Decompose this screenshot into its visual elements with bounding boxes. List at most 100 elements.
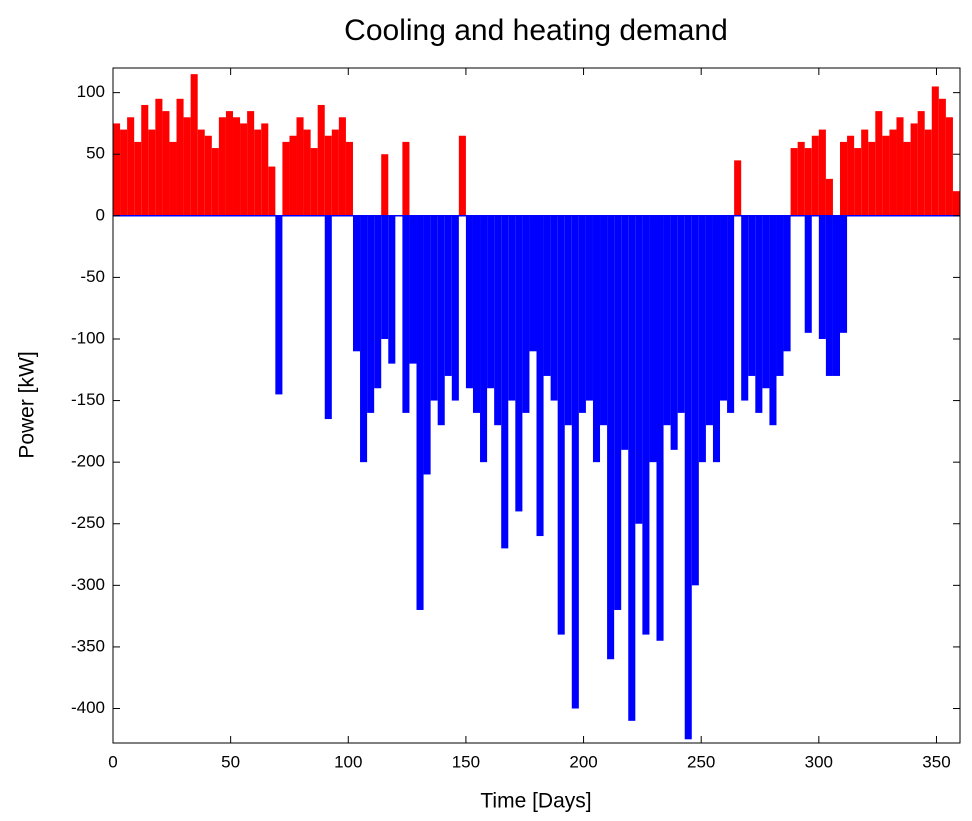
bar: [607, 215, 615, 660]
bar: [727, 215, 735, 413]
bar: [945, 117, 953, 216]
bar: [169, 141, 177, 216]
bar: [331, 129, 339, 216]
bar: [218, 117, 226, 216]
bar: [204, 135, 212, 216]
bar: [790, 148, 798, 216]
bar: [211, 148, 219, 216]
bar: [494, 215, 502, 426]
bar: [585, 215, 593, 401]
bar: [649, 215, 657, 463]
bar: [183, 117, 191, 216]
bar: [451, 215, 459, 401]
bar: [430, 215, 438, 401]
bar: [684, 215, 692, 740]
x-tick-label: 250: [687, 752, 715, 771]
bar: [705, 215, 713, 426]
bar: [832, 215, 841, 376]
bar: [741, 215, 749, 401]
bar: [861, 129, 869, 216]
bar: [388, 215, 396, 364]
bar: [225, 111, 233, 216]
bar: [148, 129, 156, 216]
bar: [374, 215, 382, 389]
x-tick-label: 100: [334, 752, 362, 771]
y-tick-label: -100: [71, 328, 105, 347]
bar: [317, 104, 325, 216]
bar: [515, 215, 523, 512]
bar: [296, 117, 304, 216]
bar: [818, 215, 826, 339]
bar: [917, 111, 925, 216]
bar: [924, 129, 932, 216]
bar: [360, 215, 368, 463]
bar: [120, 129, 128, 216]
bar: [571, 215, 579, 709]
bar: [444, 215, 452, 376]
bar: [762, 215, 770, 389]
bar: [134, 141, 142, 216]
bar: [592, 215, 601, 463]
bar: [529, 215, 537, 352]
bar: [628, 215, 636, 721]
bar: [882, 135, 890, 216]
x-tick-label: 150: [452, 752, 480, 771]
bar: [818, 129, 826, 216]
bar: [324, 135, 332, 216]
bar: [734, 160, 742, 216]
plot-frame: [112, 67, 961, 744]
x-tick-label: 300: [805, 752, 833, 771]
bar: [240, 123, 248, 216]
y-tick-label: -150: [71, 390, 105, 409]
bar: [402, 215, 410, 413]
bar: [903, 141, 911, 216]
bar: [938, 98, 946, 216]
bar: [367, 215, 375, 413]
bar: [720, 215, 728, 401]
bar: [797, 141, 805, 216]
y-axis-label: Power [kW]: [16, 351, 39, 458]
bar: [501, 215, 509, 549]
bar: [614, 215, 622, 610]
bar: [232, 117, 241, 216]
bar: [635, 215, 643, 524]
bar: [578, 215, 586, 413]
bar: [487, 215, 495, 389]
bar: [670, 215, 678, 450]
bar: [480, 215, 488, 463]
bar: [691, 215, 699, 586]
bar: [381, 154, 389, 216]
bar: [522, 215, 530, 413]
x-tick-label: 350: [922, 752, 950, 771]
bar: [437, 215, 445, 426]
bar: [868, 141, 876, 216]
bar: [508, 215, 516, 401]
bar: [840, 215, 848, 333]
bar: [155, 98, 163, 216]
bar: [381, 215, 389, 339]
bar: [840, 141, 848, 216]
bar: [465, 215, 473, 389]
y-tick-label: 0: [96, 205, 105, 224]
bar: [642, 215, 650, 635]
bar: [896, 117, 904, 216]
x-tick-label: 200: [569, 752, 597, 771]
y-tick-label: -250: [71, 513, 105, 532]
bar: [952, 191, 960, 216]
bar: [303, 129, 311, 216]
bar: [423, 215, 431, 475]
y-tick-label: -350: [71, 636, 105, 655]
bar: [854, 148, 862, 216]
bar: [811, 135, 819, 216]
y-tick-label: -400: [71, 698, 105, 717]
bar: [197, 129, 205, 216]
bar: [825, 215, 833, 376]
bar: [712, 215, 721, 463]
bar: [127, 117, 135, 216]
bar: [804, 215, 812, 333]
bar: [162, 111, 170, 216]
bar: [458, 135, 466, 216]
bar: [755, 215, 763, 413]
bar: [247, 111, 255, 216]
bar: [345, 141, 353, 216]
